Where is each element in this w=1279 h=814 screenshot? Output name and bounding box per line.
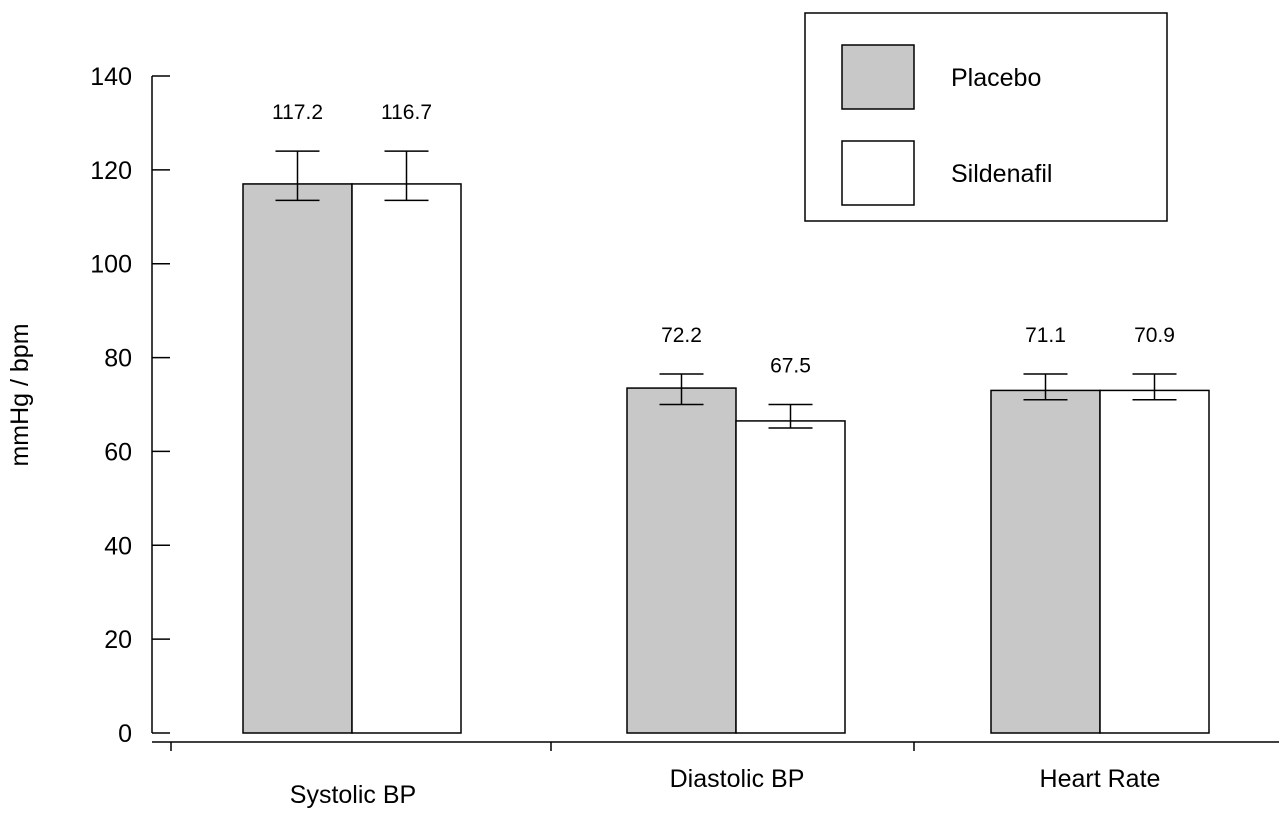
- y-tick-label: 120: [90, 157, 132, 185]
- legend-label-placebo: Placebo: [951, 64, 1041, 92]
- data-labels: 117.2 72.2 71.1 116.7 67.5 70.9: [272, 101, 1175, 377]
- bar-placebo-2: [990, 389, 1101, 734]
- data-label: 117.2: [272, 101, 323, 124]
- y-tick-label: 80: [104, 345, 132, 373]
- y-tick-label: 0: [118, 720, 132, 748]
- y-axis: 0 20 40 60 80 100 120 140: [90, 63, 170, 748]
- x-category-label: Systolic BP: [290, 781, 416, 809]
- data-label: 72.2: [661, 324, 702, 347]
- x-category-label: Diastolic BP: [670, 765, 805, 793]
- x-axis: Systolic BP Diastolic BP Heart Rate: [152, 741, 1279, 809]
- y-axis-title: mmHg / bpm: [6, 323, 34, 466]
- data-label: 116.7: [381, 101, 432, 124]
- data-label: 71.1: [1025, 324, 1066, 347]
- legend-swatch-sildenafil: [841, 140, 915, 206]
- x-category-label: Heart Rate: [1040, 765, 1161, 793]
- bar-placebo-1: [626, 387, 737, 734]
- y-tick-label: 140: [90, 63, 132, 91]
- legend-swatch-placebo: [841, 44, 915, 110]
- bar-placebo-0: [242, 183, 353, 734]
- legend-label-sildenafil: Sildenafil: [951, 160, 1052, 188]
- y-tick-label: 60: [104, 438, 132, 466]
- bar-sildenafil-1: [735, 420, 846, 734]
- error-bars: [275, 150, 1177, 429]
- y-tick-label: 100: [90, 251, 132, 279]
- y-tick-label: 40: [104, 532, 132, 560]
- bar-sildenafil-0: [351, 183, 462, 734]
- bars: [242, 183, 1210, 734]
- data-label: 67.5: [770, 355, 811, 378]
- data-label: 70.9: [1134, 324, 1175, 347]
- bar-sildenafil-2: [1099, 389, 1210, 734]
- y-tick-label: 20: [104, 626, 132, 654]
- legend: Placebo Sildenafil: [804, 12, 1168, 222]
